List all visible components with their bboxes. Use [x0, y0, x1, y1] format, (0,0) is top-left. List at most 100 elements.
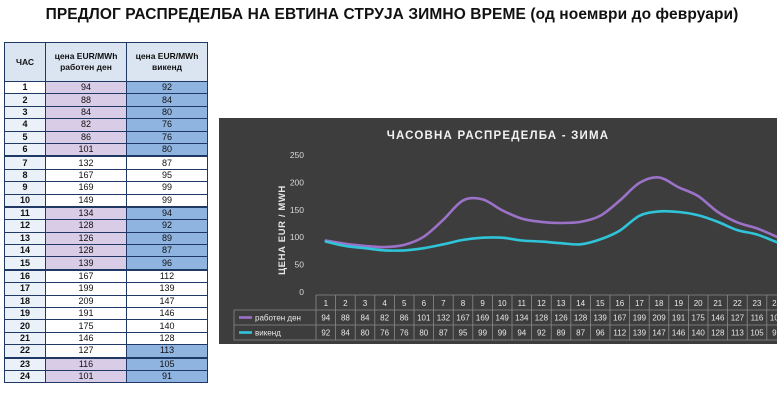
- x-tick-label: 18: [655, 299, 664, 308]
- x-tick-label: 10: [498, 299, 507, 308]
- data-label: 86: [400, 314, 409, 323]
- series-lines: [324, 176, 777, 252]
- hour-cell: 6: [4, 142, 46, 157]
- hour-cell: 5: [4, 130, 46, 144]
- data-label: 209: [652, 314, 666, 323]
- data-label: 82: [380, 314, 389, 323]
- x-tick-label: 23: [753, 299, 762, 308]
- data-label: 139: [633, 329, 647, 338]
- hour-cell: 13: [4, 231, 46, 246]
- workday-price-cell: 134: [45, 205, 127, 221]
- x-tick-label: 21: [713, 299, 722, 308]
- table-row: 2 88 84: [4, 93, 208, 107]
- weekend-price-cell: 91: [126, 369, 208, 384]
- data-label: 94: [321, 314, 330, 323]
- data-label: 149: [496, 314, 510, 323]
- table-row: 1 94 92: [4, 80, 208, 95]
- table-row: 9 169 99: [4, 181, 208, 195]
- table-row: 12 128 92: [4, 219, 208, 233]
- data-label: 87: [576, 329, 585, 338]
- weekend-price-cell: 99: [126, 181, 208, 195]
- hour-cell: 14: [4, 244, 46, 258]
- data-label: 146: [711, 314, 725, 323]
- data-label: 101: [417, 314, 431, 323]
- data-label: 199: [633, 314, 647, 323]
- workday-price-cell: 128: [45, 244, 127, 258]
- table-body: 1 94 92 2 88 84 3 84 80 4 82 76 5 86 76 6 101 80 7 132 87 8 16…: [4, 80, 208, 384]
- data-label: 92: [537, 329, 546, 338]
- hour-cell: 12: [4, 219, 46, 233]
- weekend-price-cell: 147: [126, 294, 208, 309]
- y-tick-label: 250: [290, 150, 304, 160]
- page-title: ПРЕДЛОГ РАСПРЕДЕЛБА НА ЕВТИНА СТРУЈА ЗИМ…: [45, 6, 739, 23]
- data-label: 94: [517, 329, 526, 338]
- weekend-price-cell: 87: [126, 155, 208, 170]
- table-row: 8 167 95: [4, 168, 208, 183]
- weekend-price-cell: 99: [126, 193, 208, 208]
- workday-price-cell: 128: [45, 219, 127, 233]
- data-label: 99: [498, 329, 507, 338]
- hour-cell: 3: [4, 105, 46, 120]
- table-row: 7 132 87: [4, 155, 208, 170]
- hour-cell: 18: [4, 294, 46, 309]
- workday-price-cell: 84: [45, 105, 127, 120]
- hour-cell: 4: [4, 118, 46, 132]
- data-label: 84: [361, 314, 370, 323]
- workday-price-cell: 86: [45, 130, 127, 144]
- workday-price-cell: 169: [45, 181, 127, 195]
- chart-title: ЧАСОВНА РАСПРЕДЕЛБА - ЗИМА: [387, 130, 610, 142]
- data-label: 101: [770, 314, 777, 323]
- table-row: 15 139 96: [4, 256, 208, 271]
- data-label: 191: [672, 314, 686, 323]
- data-label: 99: [478, 329, 487, 338]
- workday-price-cell: 139: [45, 256, 127, 271]
- weekend-price-cell: 146: [126, 307, 208, 321]
- data-label: 80: [419, 329, 428, 338]
- weekend-price-cell: 80: [126, 105, 208, 120]
- table-row: 18 209 147: [4, 294, 208, 309]
- hour-cell: 24: [4, 369, 46, 384]
- weekend-price-cell: 94: [126, 205, 208, 221]
- workday-price-cell: 101: [45, 369, 127, 384]
- hour-cell: 7: [4, 155, 46, 170]
- hour-cell: 20: [4, 319, 46, 333]
- data-label: 127: [731, 314, 745, 323]
- series-line-weekend: [324, 209, 777, 252]
- data-label: 89: [557, 329, 566, 338]
- table-row: 19 191 146: [4, 307, 208, 321]
- workday-price-cell: 126: [45, 231, 127, 246]
- table-row: 21 146 128: [4, 331, 208, 346]
- workday-price-cell: 101: [45, 142, 127, 157]
- x-tick-label: 13: [557, 299, 566, 308]
- workday-price-cell: 127: [45, 344, 127, 359]
- chart-panel: ЧАСОВНА РАСПРЕДЕЛБА - ЗИМА ЦЕНА EUR / MW…: [219, 118, 777, 344]
- data-label: 132: [437, 314, 451, 323]
- weekend-price-cell: 96: [126, 256, 208, 271]
- hourly-price-table: ЧАС цена EUR/MWh работен ден цена EUR/MW…: [4, 42, 208, 384]
- hour-cell: 22: [4, 344, 46, 359]
- chart-data-table: 123456789101112131415161718192021222324р…: [233, 294, 777, 341]
- weekend-price-cell: 112: [126, 268, 208, 284]
- data-label: 76: [400, 329, 409, 338]
- hour-cell: 17: [4, 282, 46, 296]
- data-label: 147: [652, 329, 666, 338]
- data-label: 96: [596, 329, 605, 338]
- weekend-price-cell: 84: [126, 93, 208, 107]
- y-axis: 0 50 100 150 200 250: [290, 150, 304, 297]
- x-tick-label: 15: [596, 299, 605, 308]
- x-tick-label: 8: [461, 299, 466, 308]
- data-label: 134: [515, 314, 529, 323]
- x-tick-label: 7: [441, 299, 446, 308]
- data-label: 128: [574, 314, 588, 323]
- hour-cell: 19: [4, 307, 46, 321]
- table-row: 6 101 80: [4, 142, 208, 157]
- line-chart: ЧАСОВНА РАСПРЕДЕЛБА - ЗИМА ЦЕНА EUR / MW…: [233, 130, 777, 341]
- hour-cell: 15: [4, 256, 46, 271]
- workday-price-cell: 146: [45, 331, 127, 346]
- hour-cell: 10: [4, 193, 46, 208]
- x-tick-label: 20: [694, 299, 703, 308]
- data-label: 128: [535, 314, 549, 323]
- data-label: 88: [341, 314, 350, 323]
- data-label: 175: [692, 314, 706, 323]
- x-tick-label: 2: [343, 299, 348, 308]
